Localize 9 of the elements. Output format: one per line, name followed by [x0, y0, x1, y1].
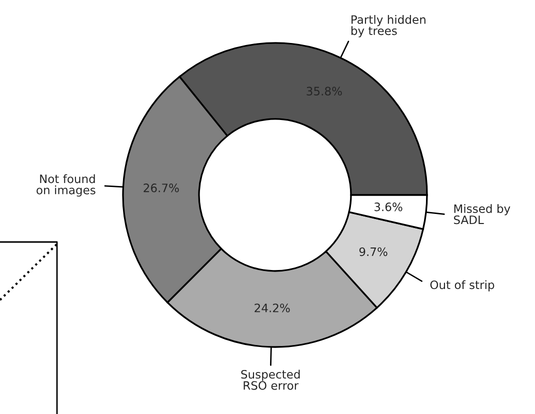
slice-label: Suspected RSO error: [241, 370, 300, 390]
data-label: 24.2%: [254, 304, 290, 312]
slice-label: Not found on images: [36, 174, 96, 197]
slice-label: Out of strip: [430, 280, 494, 292]
slice-label: Partly hidden by trees: [351, 14, 426, 38]
data-label: 3.6%: [374, 202, 402, 212]
data-label: 26.7%: [144, 184, 179, 192]
slice-label: Missed by SADL: [454, 204, 510, 224]
data-label: 9.7%: [359, 247, 388, 256]
